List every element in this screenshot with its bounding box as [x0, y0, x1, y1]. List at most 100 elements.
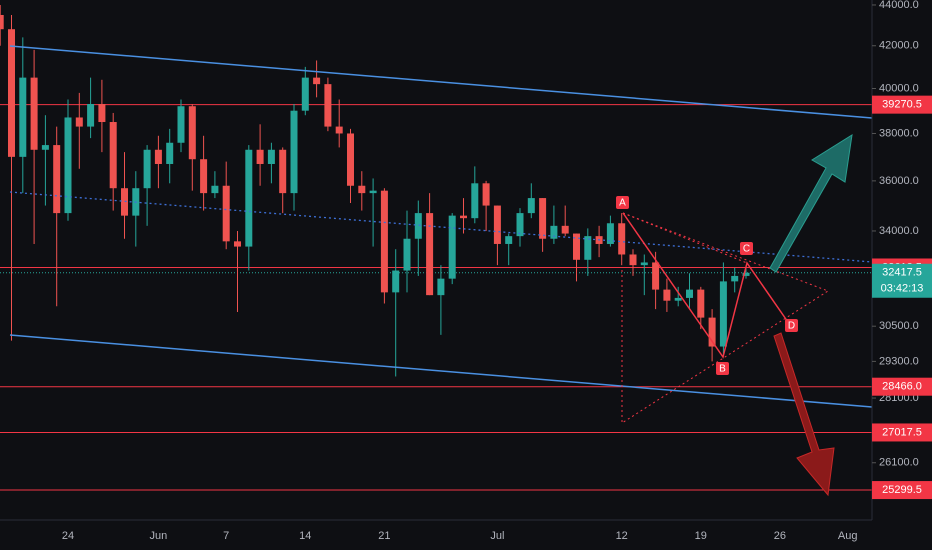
candle-body	[290, 110, 298, 194]
countdown: 03:42:13	[881, 283, 924, 295]
x-tick-label: 14	[299, 530, 311, 542]
candle-body	[256, 149, 264, 164]
level-label-bg	[872, 423, 932, 442]
candle-body	[629, 254, 637, 266]
level-label-bg	[872, 481, 932, 500]
candle-body	[482, 183, 490, 206]
candle-body	[87, 103, 95, 127]
candle-body	[719, 281, 727, 347]
candle-body	[674, 297, 682, 301]
level-label: 25299.5	[882, 484, 922, 496]
x-tick-label: 19	[695, 530, 707, 542]
pattern-legs	[622, 212, 791, 359]
candle-body	[154, 149, 162, 164]
candle-body	[686, 289, 693, 298]
candle-body	[618, 223, 626, 255]
channel-mid	[9, 191, 873, 263]
candle-body	[426, 213, 434, 296]
candle-body	[403, 238, 411, 271]
candle-body	[313, 77, 321, 85]
candle-body	[380, 190, 388, 293]
candle-body	[30, 77, 38, 150]
y-tick-label: 40000.0	[879, 82, 919, 94]
pattern-point: A	[619, 198, 626, 209]
candle-body	[75, 117, 83, 127]
channel-upper	[9, 45, 873, 119]
candle-body	[109, 122, 117, 189]
y-tick-label: 44000.0	[879, 0, 919, 11]
candle-body	[0, 14, 4, 30]
y-tick-label: 29300.0	[879, 355, 919, 367]
y-tick-label: 38000.0	[879, 127, 919, 139]
candle-body	[437, 278, 445, 296]
x-tick-label: 21	[378, 530, 390, 542]
candle-body	[663, 289, 671, 301]
candle-body	[550, 225, 558, 239]
candle-body	[121, 188, 128, 216]
pattern-point-bg	[616, 196, 629, 209]
candle-body	[731, 275, 739, 282]
plot-area	[0, 4, 872, 491]
pattern-point-bg	[716, 362, 729, 375]
candle-body	[211, 185, 219, 194]
level-label: 27017.5	[882, 426, 922, 438]
candle-body	[471, 183, 479, 219]
level-label: 39270.5	[882, 99, 922, 111]
y-tick-label: 34000.0	[879, 225, 919, 237]
candle-body	[347, 133, 354, 186]
candle-body	[516, 213, 524, 237]
candle-body	[267, 149, 275, 164]
channel-lower	[9, 334, 873, 408]
candle-body	[539, 198, 547, 239]
candle-body	[188, 106, 196, 160]
candle-body	[392, 270, 400, 293]
candle-body	[222, 185, 230, 242]
candle-body	[8, 29, 15, 157]
pattern-ac	[622, 212, 748, 264]
candle-body	[527, 198, 535, 214]
candle-body	[448, 215, 456, 279]
axes: 44000.0 42000.0 40000.0 38000.0 36000.0 34000…	[62, 0, 932, 542]
last-price-label: 32417.5	[882, 267, 922, 279]
candle-body	[41, 145, 49, 150]
candle-body	[335, 126, 343, 134]
candle-body	[640, 262, 648, 266]
pattern-point-bg	[740, 242, 753, 255]
y-tick-label: 42000.0	[879, 40, 919, 52]
candle-body	[652, 262, 660, 290]
pattern-point-bg	[785, 319, 798, 332]
arrow-down	[773, 332, 835, 497]
x-tick-label: 24	[62, 530, 74, 542]
candle-body	[200, 159, 208, 194]
candle-body	[573, 233, 580, 260]
candle-body	[234, 241, 241, 247]
pattern-point: B	[719, 364, 726, 375]
x-tick-label: Jun	[150, 530, 168, 542]
candle-body	[505, 236, 513, 244]
candle-body	[98, 103, 106, 123]
candle-body	[358, 185, 366, 194]
candle-body	[742, 272, 750, 276]
candle-body	[697, 289, 705, 318]
y-tick-label: 36000.0	[879, 175, 919, 187]
candle-body	[414, 213, 422, 239]
candle-body	[708, 317, 716, 347]
candle-body	[245, 149, 253, 247]
candle-body	[53, 145, 61, 214]
level-label-bg	[872, 377, 932, 396]
candle-body	[143, 149, 151, 189]
last-price-bg	[872, 263, 932, 298]
candle-body	[64, 117, 72, 214]
candle-body	[279, 149, 287, 194]
pattern-triangle	[621, 212, 830, 424]
pattern-point: C	[743, 244, 750, 255]
candle-body	[369, 190, 377, 194]
x-tick-label: 12	[616, 530, 628, 542]
candle-body	[584, 236, 592, 260]
candle-body	[460, 215, 467, 219]
pattern-point: D	[788, 321, 795, 332]
x-tick-label: Jul	[490, 530, 504, 542]
